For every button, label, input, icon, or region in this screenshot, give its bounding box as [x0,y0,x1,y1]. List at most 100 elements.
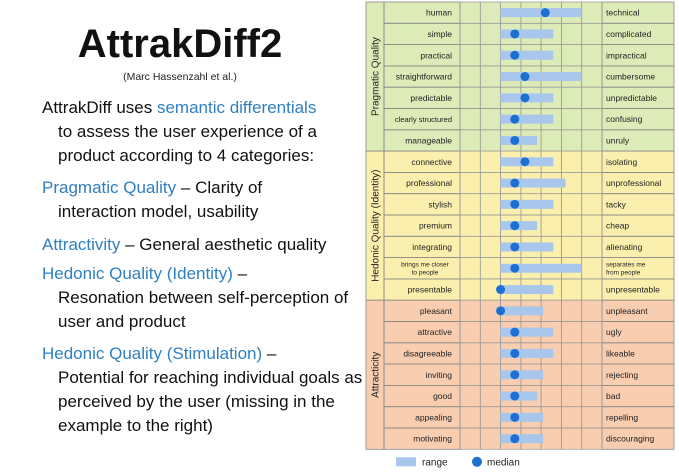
left-label: clearly structured [395,115,452,124]
left-label: connective [411,157,452,167]
category-name: Hedonic Quality (Stimulation) [42,344,263,363]
range-bar [500,306,544,316]
category-desc: – General aesthetic quality [120,235,327,254]
category-desc: – [262,344,277,363]
median-dot [520,72,530,82]
category-desc-rest: Resonation between self-perception of us… [58,288,349,331]
left-label: motivating [413,434,452,444]
range-bar [500,348,554,358]
group-label: Attracticity [371,352,382,398]
right-label: likeable [606,348,635,358]
right-label: cheap [606,221,629,231]
intro-paragraph: AttrakDiff uses semantic differentials t… [42,96,367,168]
category-pragmatic: Pragmatic Quality – Clarity of interacti… [42,176,367,224]
median-dot [520,93,530,103]
semantic-differential-chart: Pragmatic Quality human technical simple com… [365,1,675,468]
right-label: technical [606,8,640,18]
right-label: unpleasant [606,306,648,316]
right-label: confusing [606,114,643,124]
intro-text: AttrakDiff uses [42,98,157,117]
category-hedonic-identity: Hedonic Quality (Identity) – Resonation … [42,262,367,334]
median-dot [510,370,520,380]
slide-title: AttrakDiff2 [77,22,283,66]
range-bar [500,242,554,252]
right-label: alienating [606,242,643,252]
right-label: complicated [606,29,652,39]
left-label: human [426,8,452,18]
median-dot [510,391,520,401]
category-desc: – [232,264,248,283]
left-label: brings me closer [401,261,450,268]
left-label: simple [427,29,452,39]
median-dot [510,348,520,358]
right-label: separates me [606,261,646,268]
left-label: premium [419,221,452,231]
median-dot [510,29,520,39]
slide-author: (Marc Hassenzahl et al.) [123,71,237,83]
left-label: attractive [418,327,453,337]
category-hedonic-stimulation: Hedonic Quality (Stimulation) – Potentia… [42,342,367,438]
right-label: repelling [606,412,638,422]
median-dot [510,434,520,444]
range-bar [500,285,554,295]
left-label: integrating [412,242,452,252]
intro-highlight: semantic differentials [156,98,317,117]
category-desc: – Clarity of [176,178,263,197]
left-label: stylish [428,199,452,209]
left-label: good [433,391,452,401]
right-label: unpredictable [606,93,657,103]
median-dot [510,135,520,145]
category-pragmatic-line: Pragmatic Quality – Clarity of [42,176,367,200]
right-label: impractical [606,50,647,60]
median-dot [510,221,520,231]
median-dot [510,50,520,60]
right-label: ugly [606,327,622,337]
category-desc-rest: interaction model, usability [58,202,259,221]
range-bar [500,434,544,444]
left-label: to people [412,269,439,276]
median-dot [510,178,520,188]
left-label: practical [420,50,452,60]
median-dot [520,157,530,167]
range-bar [500,199,554,209]
range-bar [500,370,544,380]
category-attractivity: Attractivity – General aesthetic quality [42,233,367,257]
right-label: from people [606,269,641,276]
right-label: isolating [606,157,637,167]
category-desc-rest: Potential for reaching individual goals … [58,368,363,435]
left-label: disagreeable [403,348,452,358]
median-dot [510,199,520,209]
category-name: Attractivity [42,235,121,254]
right-label: cumbersome [606,72,655,82]
right-label: unruly [606,135,630,145]
median-dot [540,8,550,18]
left-label: inviting [426,370,453,380]
median-dot [510,114,520,124]
median-dot [496,285,506,295]
right-label: unprofessional [606,178,661,188]
median-dot [510,242,520,252]
range-bar [500,412,544,422]
category-name: Pragmatic Quality [42,178,177,197]
right-label: tacky [606,199,627,209]
category-attractivity-line: Attractivity – General aesthetic quality [42,233,367,257]
range-bar [500,327,554,337]
category-hedonic-stimulation-line: Hedonic Quality (Stimulation) – [42,342,367,366]
median-dot [510,263,520,273]
range-bar [500,50,554,60]
left-label: predictable [410,93,452,103]
right-label: bad [606,391,620,401]
grid-cell [581,427,603,450]
left-label: appealing [415,412,452,422]
group-label: Pragmatic Quality [371,37,382,116]
range-bar [500,29,554,39]
right-label: rejecting [606,370,638,380]
category-name: Hedonic Quality (Identity) [42,264,233,283]
median-dot [510,412,520,422]
legend-median-label: median [487,457,520,468]
left-label: straightforward [396,72,452,82]
group-label: Hedonic Quality (Identity) [371,170,382,282]
category-hedonic-identity-line: Hedonic Quality (Identity) – [42,262,367,286]
intro-rest: to assess the user experience of a produ… [58,122,317,165]
